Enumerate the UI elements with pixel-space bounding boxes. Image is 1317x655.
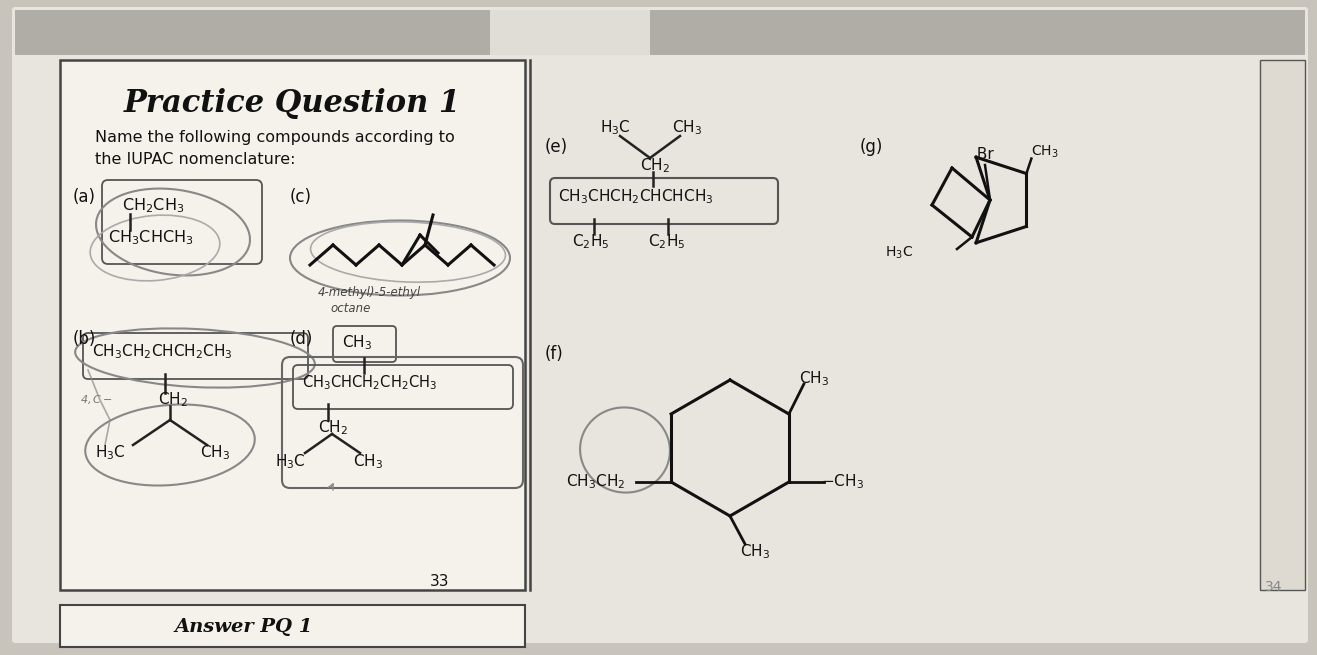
Text: $\mathregular{CH_3CH_2CHCH_2CH_3}$: $\mathregular{CH_3CH_2CHCH_2CH_3}$ [92,342,233,361]
Text: $\mathregular{CH_2CH_3}$: $\mathregular{CH_2CH_3}$ [122,196,184,215]
Text: $\mathregular{CH_3}$: $\mathregular{CH_3}$ [740,542,770,561]
Text: (d): (d) [290,330,313,348]
Text: (f): (f) [545,345,564,363]
Text: $\mathregular{C_2H_5}$: $\mathregular{C_2H_5}$ [648,232,685,251]
Text: $\mathregular{CH_3}$: $\mathregular{CH_3}$ [353,452,383,471]
Text: $\mathregular{CH_2}$: $\mathregular{CH_2}$ [640,156,670,175]
Text: $\mathregular{H_3C}$: $\mathregular{H_3C}$ [275,452,306,471]
Text: Name the following compounds according to: Name the following compounds according t… [95,130,454,145]
Text: $\mathregular{H_3C}$: $\mathregular{H_3C}$ [601,118,631,137]
FancyBboxPatch shape [14,10,1305,55]
Text: Practice Question 1: Practice Question 1 [124,88,461,119]
Text: (g): (g) [860,138,884,156]
Text: the IUPAC nomenclature:: the IUPAC nomenclature: [95,152,295,167]
Text: $\mathregular{-CH_3}$: $\mathregular{-CH_3}$ [820,472,864,491]
Text: $\mathregular{H_3C}$: $\mathregular{H_3C}$ [885,245,913,261]
Text: $\mathregular{CH_3CH_2}$: $\mathregular{CH_3CH_2}$ [566,472,626,491]
FancyBboxPatch shape [61,60,525,590]
Text: $\mathregular{H_3C}$: $\mathregular{H_3C}$ [95,443,125,462]
Text: $\mathregular{CH_3CHCH_3}$: $\mathregular{CH_3CHCH_3}$ [108,228,194,247]
Text: (c): (c) [290,188,312,206]
Text: $\mathregular{CH_3}$: $\mathregular{CH_3}$ [342,333,373,352]
Text: $\mathregular{CH_2}$: $\mathregular{CH_2}$ [317,418,348,437]
Text: Answer PQ 1: Answer PQ 1 [175,618,313,636]
Text: 33: 33 [429,574,449,589]
FancyBboxPatch shape [1260,60,1305,590]
FancyBboxPatch shape [12,7,1308,643]
Text: $\mathregular{CH_3CHCH_2CH_2CH_3}$: $\mathregular{CH_3CHCH_2CH_2CH_3}$ [302,373,437,392]
Text: 34: 34 [1266,580,1283,594]
Text: (e): (e) [545,138,568,156]
Text: $\mathregular{CH_3CHCH_2CHCHCH_3}$: $\mathregular{CH_3CHCH_2CHCHCH_3}$ [558,187,714,206]
Text: $\mathregular{CH_3}$: $\mathregular{CH_3}$ [799,369,828,388]
Text: $\mathregular{C_2H_5}$: $\mathregular{C_2H_5}$ [572,232,610,251]
Text: $\mathregular{CH_3}$: $\mathregular{CH_3}$ [200,443,230,462]
Text: (b): (b) [72,330,96,348]
FancyBboxPatch shape [61,605,525,647]
Text: octane: octane [331,302,370,315]
Text: 4-methyl)-5-ethyl: 4-methyl)-5-ethyl [317,286,421,299]
FancyBboxPatch shape [490,10,651,55]
Text: (a): (a) [72,188,96,206]
Text: $\mathregular{CH_3}$: $\mathregular{CH_3}$ [1031,143,1059,160]
Text: Br: Br [972,147,994,162]
Text: $\mathregular{4, C-}$: $\mathregular{4, C-}$ [80,393,113,406]
Text: $\mathregular{CH_2}$: $\mathregular{CH_2}$ [158,390,188,409]
Text: $\mathregular{CH_3}$: $\mathregular{CH_3}$ [672,118,702,137]
